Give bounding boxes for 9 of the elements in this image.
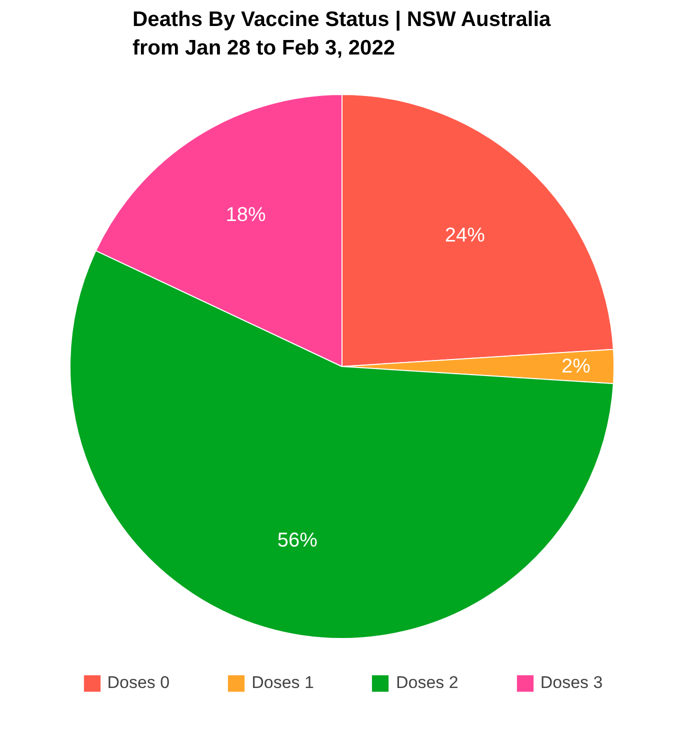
data-label: 18% bbox=[226, 204, 266, 226]
data-label: 2% bbox=[561, 356, 591, 378]
legend-label: Doses 1 bbox=[252, 673, 314, 693]
legend-label: Doses 0 bbox=[107, 673, 170, 693]
legend-label: Doses 3 bbox=[540, 673, 603, 693]
chart-title: Deaths By Vaccine Status | NSW Australia from Jan 28 to Feb 3, 2022 bbox=[132, 8, 552, 60]
data-label: 56% bbox=[277, 529, 318, 552]
legend-label: Doses 2 bbox=[396, 673, 458, 693]
data-label: 24% bbox=[444, 224, 486, 247]
